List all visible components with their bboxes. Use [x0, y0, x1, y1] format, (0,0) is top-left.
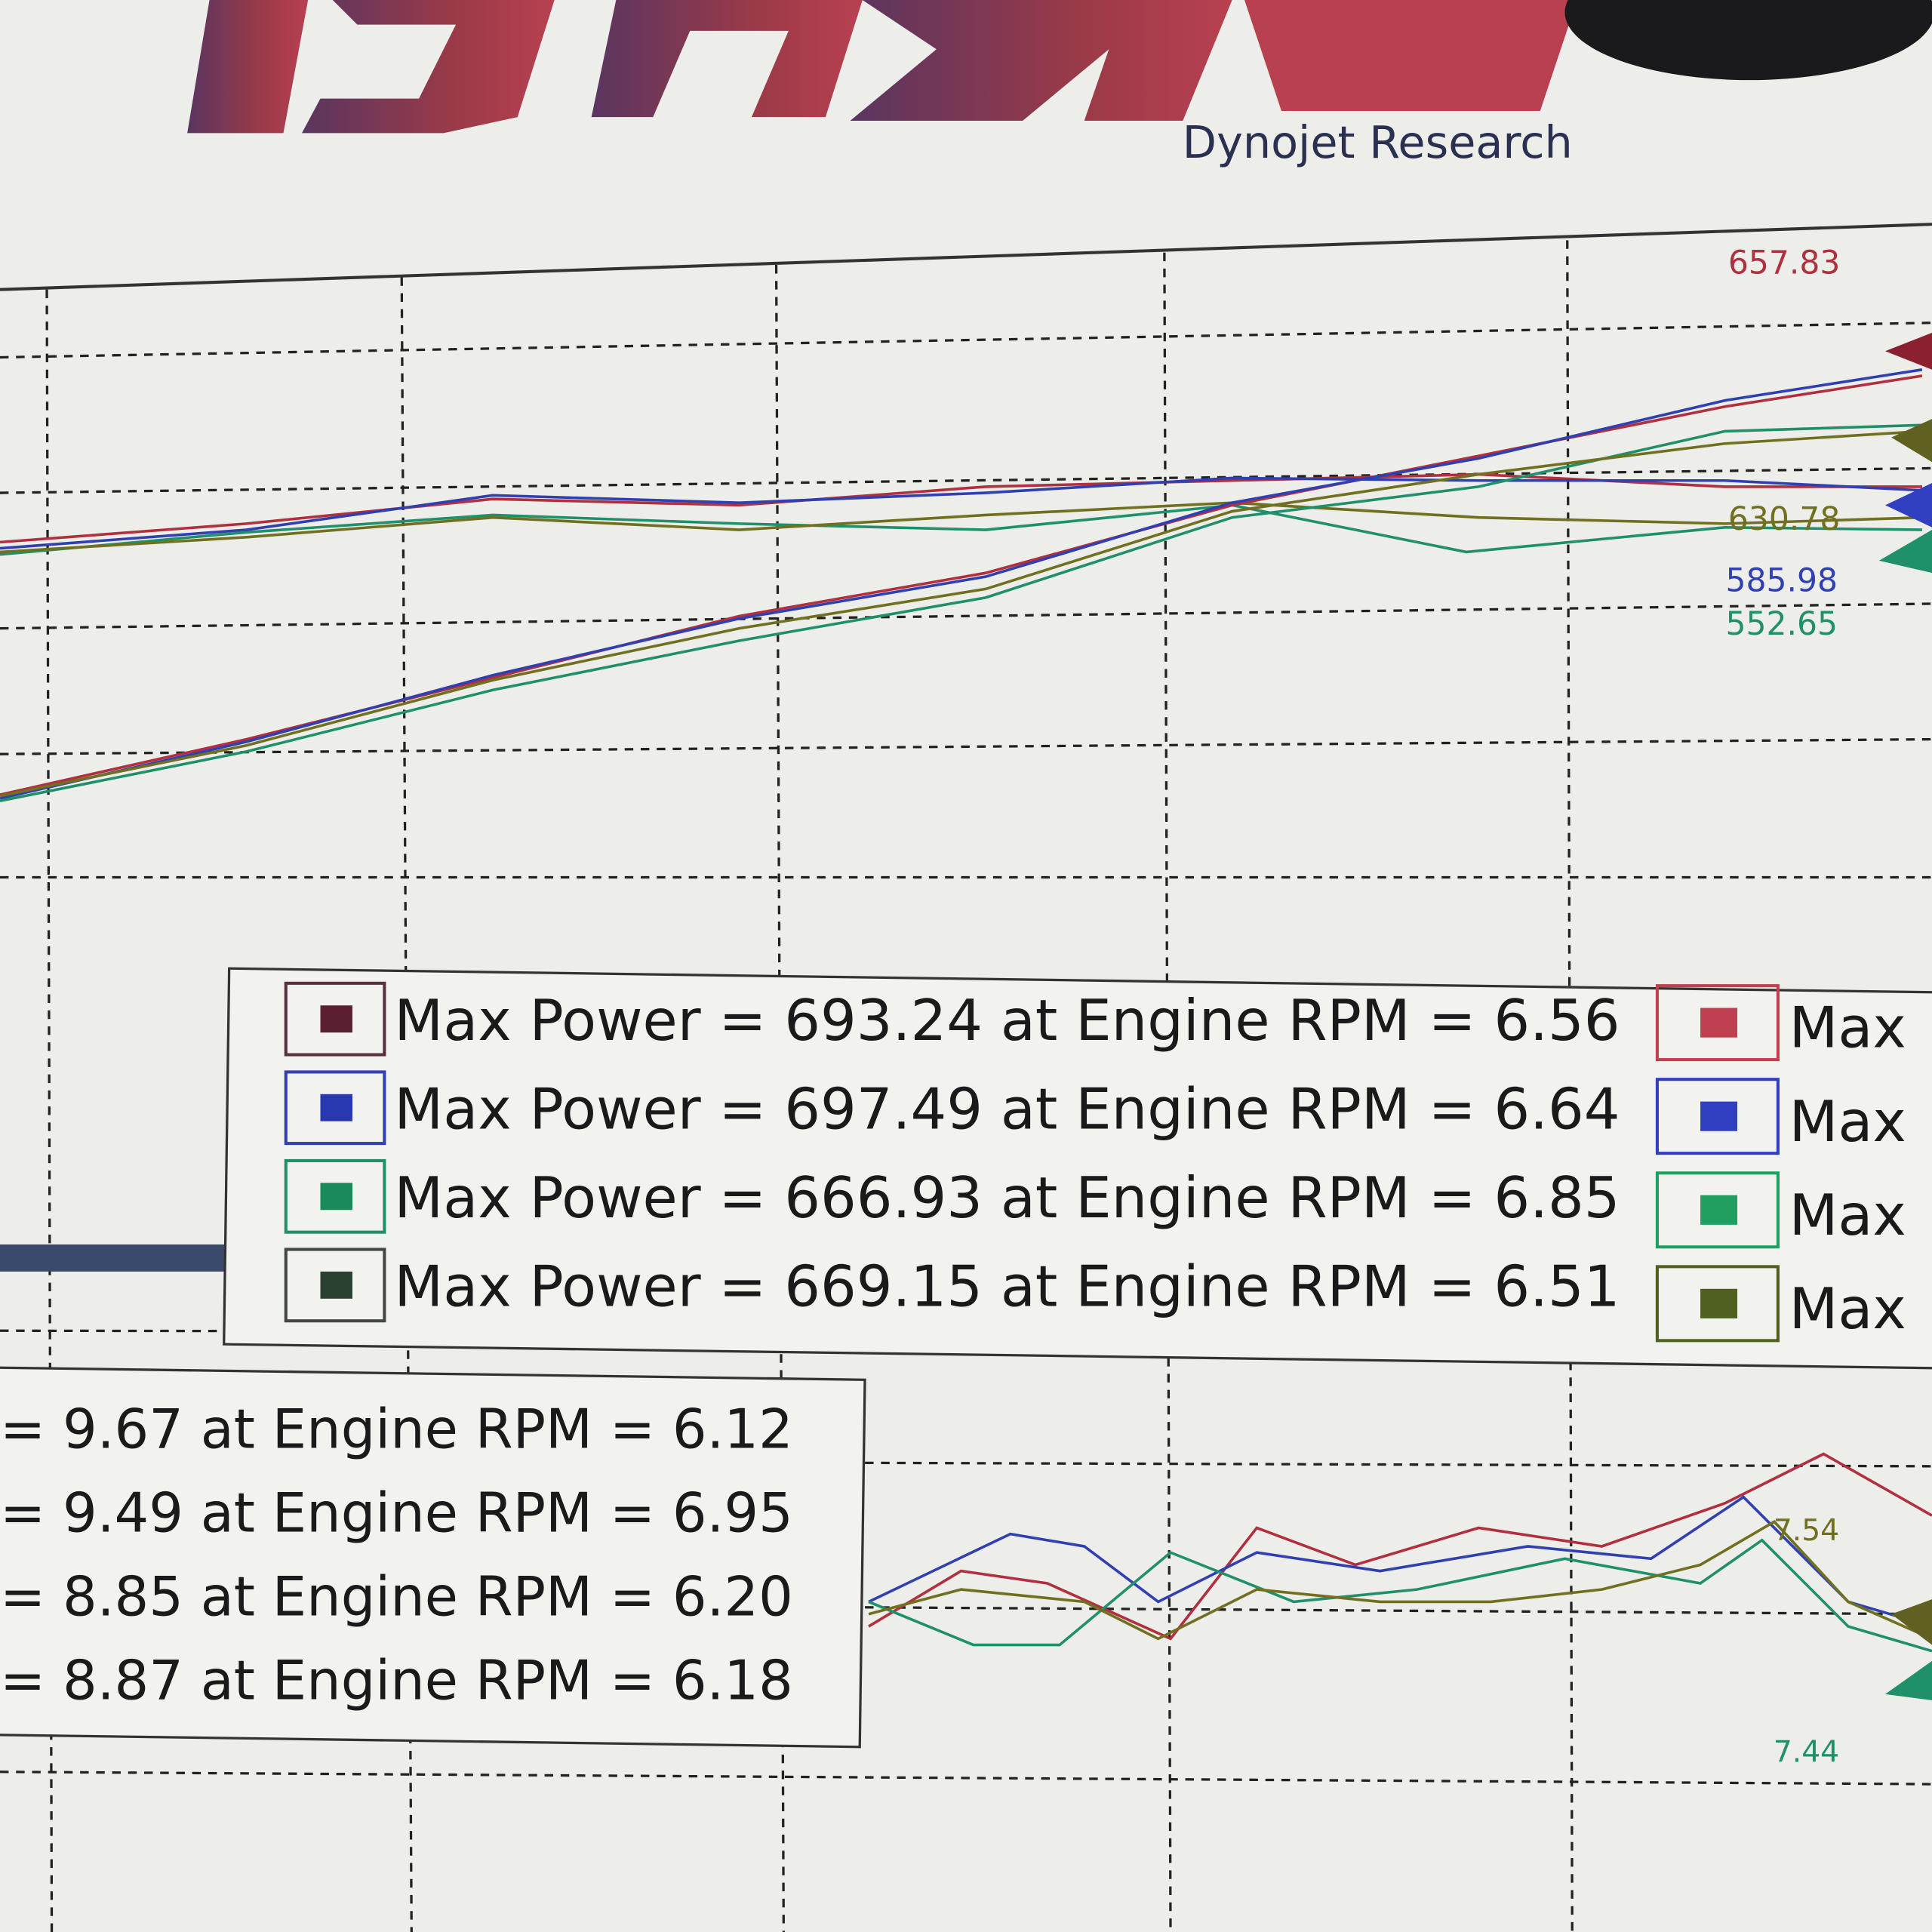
legend-text: Max [1789, 1182, 1906, 1248]
swatch-frame [284, 1070, 386, 1146]
legend-text: Max Power = 697.49 at Engine RPM = 6.64 [394, 1076, 1620, 1143]
annotations: 657.83 630.78 585.98 552.65 7.54 7.44 [1726, 245, 1841, 1769]
legend-text: Max Power = 669.15 at Engine RPM = 6.51 [394, 1254, 1620, 1320]
swatch-frame [1655, 984, 1780, 1062]
swatch-frame [1655, 1078, 1780, 1155]
swatch-frame [284, 1247, 386, 1323]
torque-legend: = 9.67 at Engine RPM = 6.12 = 9.49 at Eng… [0, 1366, 866, 1749]
legend-text: = 8.85 at Engine RPM = 6.20 [0, 1564, 793, 1628]
swatch [1700, 1288, 1738, 1318]
swatch [320, 1183, 352, 1211]
swatch [320, 1094, 352, 1121]
peak-label: 552.65 [1726, 606, 1838, 643]
power-legend: Max Power = 693.24 at Engine RPM = 6.56 M… [223, 967, 1932, 1370]
chart-border [0, 223, 1932, 291]
legend-text: = 9.49 at Engine RPM = 6.95 [0, 1481, 793, 1544]
legend-text: Max [1789, 995, 1906, 1061]
swatch [320, 1271, 352, 1299]
swatch [1700, 1101, 1738, 1131]
legend-text: Max Power = 666.93 at Engine RPM = 6.85 [394, 1164, 1620, 1231]
legend-text: Max [1789, 1088, 1906, 1155]
swatch [320, 1005, 352, 1033]
swatch [1700, 1008, 1738, 1038]
swatch-frame [1655, 1265, 1780, 1343]
swatch-frame [1655, 1171, 1780, 1249]
swatch-frame [284, 981, 386, 1057]
scrollbar [0, 1244, 241, 1272]
curves [0, 332, 1932, 1701]
legend-text: = 8.87 at Engine RPM = 6.18 [0, 1648, 793, 1712]
swatch [1700, 1195, 1738, 1225]
logo [187, 0, 1932, 134]
swatch-frame [284, 1158, 386, 1234]
peak-label: 585.98 [1726, 563, 1838, 600]
subtitle: Dynojet Research [1183, 116, 1573, 168]
legend-text: = 9.67 at Engine RPM = 6.12 [0, 1397, 793, 1460]
peak-label: 7.54 [1774, 1514, 1839, 1548]
legend-text: Max [1789, 1275, 1906, 1342]
legend-text: Max Power = 693.24 at Engine RPM = 6.56 [394, 987, 1620, 1054]
peak-label: 630.78 [1728, 501, 1841, 538]
peak-label: 657.83 [1728, 245, 1841, 281]
peak-label: 7.44 [1774, 1736, 1839, 1770]
